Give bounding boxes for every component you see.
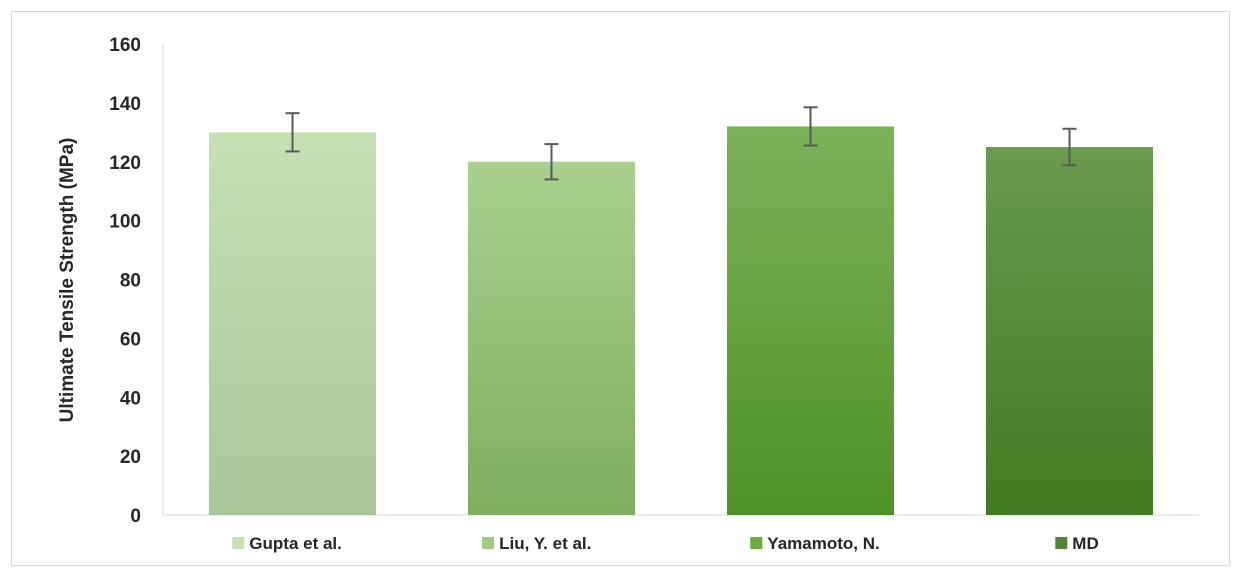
error-bar — [544, 143, 559, 181]
bar — [726, 126, 895, 516]
legend-swatch — [750, 537, 763, 549]
error-bar — [285, 112, 300, 153]
error-bars — [285, 106, 1077, 181]
bar — [467, 161, 636, 515]
legend-label: Yamamoto, N. — [767, 534, 879, 553]
error-bar — [803, 106, 818, 147]
y-tick-label: 40 — [120, 388, 141, 409]
bar — [985, 147, 1154, 515]
y-tick-label: 80 — [120, 271, 141, 292]
legend-item: Yamamoto, N. — [750, 534, 880, 553]
y-tick-label: 0 — [130, 506, 141, 527]
y-tick-label: 120 — [109, 153, 141, 174]
legend-label: Gupta et al. — [249, 534, 342, 553]
legend-swatch — [232, 537, 245, 549]
legend-item: Gupta et al. — [232, 534, 342, 553]
bar — [208, 132, 377, 515]
legend-item: Liu, Y. et al. — [482, 534, 591, 553]
y-tick-label: 20 — [120, 447, 141, 468]
y-axis-title: Ultimate Tensile Strength (MPa) — [57, 138, 78, 423]
legend-label: MD — [1072, 534, 1098, 553]
y-tick-label: 140 — [109, 94, 141, 115]
legend-swatch — [1055, 537, 1068, 549]
y-tick-label: 60 — [120, 329, 141, 350]
bars — [208, 126, 1154, 516]
y-tick-label: 160 — [109, 35, 141, 56]
error-bar — [1062, 127, 1077, 167]
y-tick-labels: 0 20 40 60 80 100 120 140 160 — [109, 35, 141, 527]
legend-label: Liu, Y. et al. — [499, 534, 591, 553]
legend: Gupta et al. Liu, Y. et al. Yamamoto, N. MD — [232, 534, 1099, 553]
legend-item: MD — [1055, 534, 1099, 553]
legend-swatch — [482, 537, 495, 549]
y-tick-label: 100 — [109, 212, 141, 233]
